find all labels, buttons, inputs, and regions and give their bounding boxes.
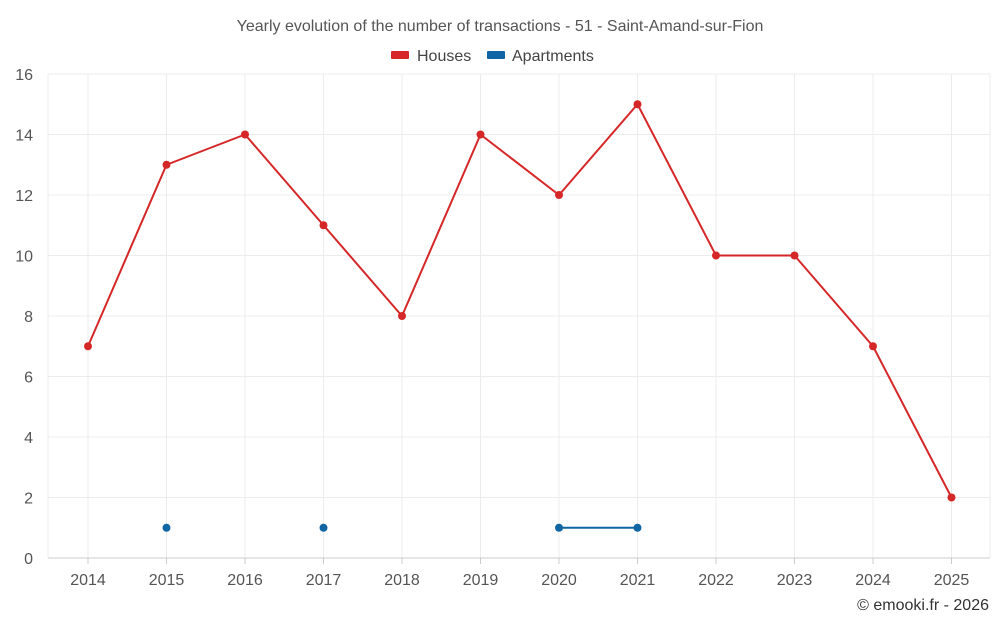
data-point-houses[interactable] [555, 191, 563, 199]
x-tick-label: 2014 [70, 572, 106, 589]
y-tick-label: 8 [24, 309, 33, 326]
chart-title: Yearly evolution of the number of transa… [237, 18, 764, 35]
data-point-apartments[interactable] [555, 523, 563, 532]
series-houses [84, 100, 956, 502]
series-apartments [162, 523, 642, 532]
data-point-houses[interactable] [712, 251, 720, 260]
data-point-houses[interactable] [319, 221, 328, 230]
data-point-houses[interactable] [162, 160, 171, 169]
axes: 0 2 4 6 8 10 12 14 16 2014 2015 2016 2017 2018 2019 202… [15, 67, 990, 589]
data-point-apartments[interactable] [633, 523, 642, 532]
x-tick-label: 2018 [384, 572, 420, 589]
x-tick-label: 2024 [855, 572, 891, 589]
data-point-houses[interactable] [476, 130, 485, 139]
data-point-houses[interactable] [84, 342, 92, 351]
x-tick-label: 2019 [463, 572, 499, 589]
x-tick-label: 2023 [777, 572, 813, 589]
legend: Houses Apartments [391, 48, 594, 65]
x-tick-label: 2021 [620, 572, 656, 589]
legend-swatch-houses [391, 51, 409, 59]
y-tick-label: 10 [15, 249, 33, 266]
y-tick-label: 6 [24, 370, 33, 387]
data-point-houses[interactable] [947, 493, 956, 502]
y-tick-label: 2 [24, 491, 33, 508]
grid [47, 73, 991, 558]
data-point-apartments[interactable] [319, 523, 328, 532]
data-point-apartments[interactable] [162, 523, 171, 532]
x-tick-label: 2017 [306, 572, 342, 589]
series-line-houses [87, 103, 953, 498]
data-point-houses[interactable] [241, 130, 249, 139]
y-tick-label: 12 [15, 188, 33, 205]
data-point-houses[interactable] [398, 312, 406, 320]
y-tick-label: 14 [15, 128, 33, 145]
x-tick-label: 2025 [934, 572, 970, 589]
credit-text: © emooki.fr - 2026 [857, 597, 989, 614]
y-tick-label: 16 [15, 67, 33, 84]
plot-area [84, 100, 956, 532]
x-tick-label: 2015 [149, 572, 185, 589]
x-tick-label: 2016 [227, 572, 263, 589]
y-tick-label: 0 [24, 551, 33, 568]
data-point-houses[interactable] [633, 100, 642, 109]
data-point-houses[interactable] [869, 342, 877, 351]
legend-label-houses: Houses [417, 48, 471, 65]
x-tick-label: 2022 [698, 572, 734, 589]
legend-swatch-apartments [487, 51, 505, 59]
data-point-houses[interactable] [790, 251, 799, 260]
legend-label-apartments: Apartments [512, 48, 594, 65]
y-tick-label: 4 [24, 430, 33, 447]
x-tick-label: 2020 [541, 572, 577, 589]
